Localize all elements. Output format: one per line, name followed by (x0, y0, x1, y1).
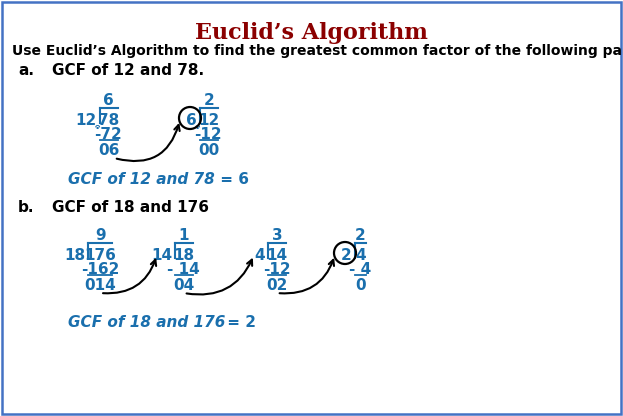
Text: -162: -162 (81, 262, 120, 277)
Text: 4: 4 (254, 248, 265, 263)
Text: 12: 12 (76, 113, 97, 128)
Text: 78: 78 (98, 113, 120, 128)
Text: 06: 06 (98, 143, 120, 158)
Text: 6: 6 (103, 93, 114, 108)
Text: 00: 00 (198, 143, 219, 158)
Text: 1: 1 (179, 228, 189, 243)
Text: = 6: = 6 (215, 172, 249, 187)
Text: 9: 9 (95, 228, 105, 243)
Text: - 14: - 14 (168, 262, 200, 277)
Text: 176: 176 (84, 248, 116, 263)
Text: GCF of 12 and 78: GCF of 12 and 78 (68, 172, 215, 187)
Text: 2: 2 (355, 228, 366, 243)
Text: Use Euclid’s Algorithm to find the greatest common factor of the following pairs: Use Euclid’s Algorithm to find the great… (12, 44, 623, 58)
Text: = 2: = 2 (222, 315, 256, 330)
Text: 2: 2 (204, 93, 214, 108)
Text: b.: b. (18, 200, 34, 215)
Text: 12: 12 (198, 113, 219, 128)
Text: 04: 04 (173, 278, 194, 293)
Text: 4: 4 (355, 248, 366, 263)
Text: -͒12: -͒12 (195, 127, 222, 142)
Text: 14: 14 (151, 248, 172, 263)
Text: 0: 0 (355, 278, 366, 293)
Text: GCF of 12 and 78.: GCF of 12 and 78. (52, 63, 204, 78)
Text: 14: 14 (266, 248, 287, 263)
Text: - 4: - 4 (350, 262, 371, 277)
Text: 18: 18 (64, 248, 85, 263)
Text: 3: 3 (272, 228, 282, 243)
Text: 2: 2 (341, 248, 352, 263)
Text: a.: a. (18, 63, 34, 78)
Text: GCF of 18 and 176: GCF of 18 and 176 (52, 200, 209, 215)
Text: 02: 02 (266, 278, 287, 293)
Text: 014: 014 (84, 278, 116, 293)
Text: 6: 6 (186, 113, 197, 128)
Text: GCF of 18 and 176: GCF of 18 and 176 (68, 315, 226, 330)
Text: 18: 18 (173, 248, 194, 263)
Text: -͒72: -͒72 (95, 127, 123, 142)
Text: Euclid’s Algorithm: Euclid’s Algorithm (194, 22, 427, 44)
Text: -12: -12 (263, 262, 291, 277)
